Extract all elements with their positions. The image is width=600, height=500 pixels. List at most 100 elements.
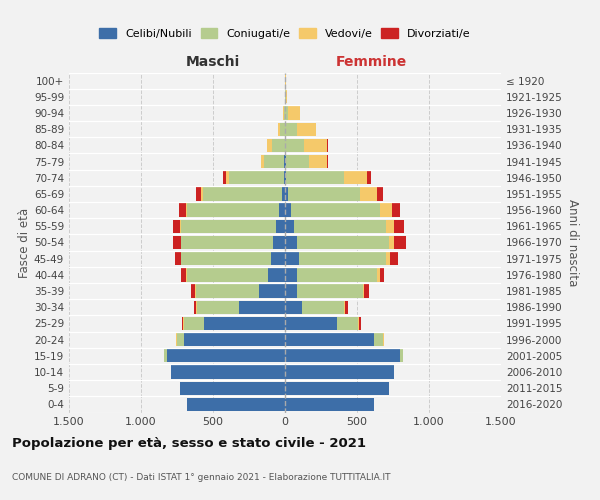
Bar [380,268,385,281]
Bar [291,204,380,217]
Bar [344,300,346,314]
Bar [181,268,187,281]
Bar [285,349,400,362]
Bar [283,106,284,120]
Bar [167,349,285,362]
Bar [194,300,196,314]
Bar [272,138,285,152]
Bar [184,333,285,346]
Bar [173,220,180,233]
Bar [280,122,285,136]
Bar [181,220,277,233]
Bar [285,220,293,233]
Bar [285,204,291,217]
Bar [394,236,406,249]
Bar [284,171,285,184]
Bar [196,284,259,298]
Bar [201,188,203,200]
Bar [288,106,299,120]
Bar [184,317,205,330]
Bar [284,155,285,168]
Y-axis label: Anni di nascita: Anni di nascita [566,199,579,286]
Bar [285,268,296,281]
Bar [389,236,394,249]
Bar [346,300,347,314]
Bar [286,171,344,184]
Bar [304,138,327,152]
Bar [286,155,309,168]
Bar [296,284,363,298]
Bar [364,284,368,298]
Bar [229,171,284,184]
Bar [363,284,364,298]
Bar [285,252,299,266]
Bar [285,106,288,120]
Bar [185,204,187,217]
Bar [302,300,344,314]
Bar [271,252,285,266]
Text: Maschi: Maschi [186,56,240,70]
Bar [288,188,360,200]
Bar [380,204,392,217]
Bar [278,122,280,136]
Bar [285,122,297,136]
Bar [285,398,374,411]
Bar [196,188,201,200]
Bar [285,155,286,168]
Bar [177,333,184,346]
Bar [279,204,285,217]
Bar [296,268,377,281]
Bar [390,252,398,266]
Bar [181,252,271,266]
Bar [374,333,383,346]
Bar [285,317,337,330]
Bar [277,220,285,233]
Bar [386,220,394,233]
Bar [223,171,226,184]
Bar [196,300,197,314]
Bar [285,366,394,378]
Bar [299,252,386,266]
Bar [386,252,390,266]
Bar [285,90,286,104]
Y-axis label: Fasce di età: Fasce di età [18,208,31,278]
Bar [285,300,302,314]
Bar [197,300,239,314]
Bar [327,138,328,152]
Bar [377,188,383,200]
Bar [285,284,296,298]
Bar [359,317,361,330]
Bar [182,317,184,330]
Bar [187,268,268,281]
Bar [285,74,286,87]
Bar [176,333,177,346]
Bar [260,155,261,168]
Bar [394,220,404,233]
Bar [268,268,285,281]
Bar [259,284,285,298]
Bar [164,349,167,362]
Bar [284,106,285,120]
Bar [171,366,285,378]
Bar [285,236,296,249]
Bar [285,138,304,152]
Bar [239,300,285,314]
Bar [191,284,195,298]
Bar [400,349,403,362]
Bar [195,284,196,298]
Bar [180,220,181,233]
Bar [309,155,328,168]
Bar [358,317,359,330]
Bar [187,398,285,411]
Bar [261,155,264,168]
Bar [367,171,371,184]
Bar [181,236,274,249]
Bar [203,188,282,200]
Bar [377,268,380,281]
Bar [293,220,386,233]
Bar [268,138,272,152]
Bar [274,236,285,249]
Bar [285,382,389,395]
Text: Femmine: Femmine [336,56,407,70]
Bar [282,188,285,200]
